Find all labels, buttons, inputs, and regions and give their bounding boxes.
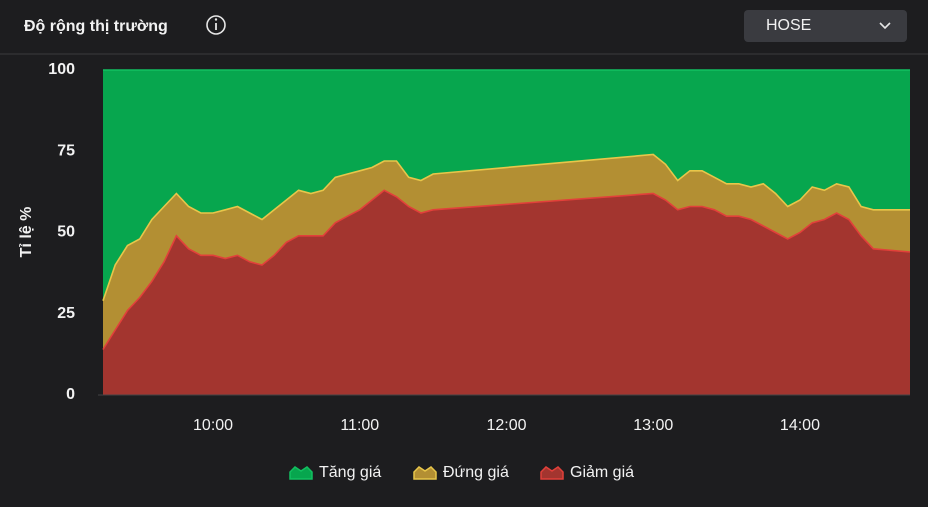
area: [103, 154, 910, 350]
x-tick-label: 11:00: [340, 417, 379, 434]
area: [103, 190, 910, 395]
y-tick-label: 75: [57, 142, 75, 159]
x-tick-label: 14:00: [780, 417, 820, 434]
area: [103, 70, 910, 301]
legend-label: Giảm giá: [570, 464, 634, 481]
legend-icon: [540, 466, 564, 480]
y-tick-label: 100: [48, 61, 75, 78]
y-tick-label: 0: [66, 386, 75, 403]
x-tick-label: 10:00: [193, 417, 233, 434]
area-edge: [102, 153, 910, 302]
area-edge: [102, 189, 911, 350]
y-tick-label: 50: [57, 224, 75, 241]
legend-icon: [413, 466, 437, 480]
info-icon[interactable]: [206, 15, 226, 35]
dropdown-value: HOSE: [766, 17, 811, 34]
x-tick-label: 13:00: [633, 417, 673, 434]
exchange-dropdown[interactable]: HOSE: [744, 10, 907, 42]
legend-label: Đứng giá: [443, 464, 509, 481]
legend-label: Tăng giá: [319, 464, 381, 481]
widget-title: Độ rộng thị trường: [24, 18, 168, 35]
legend-icon: [289, 466, 313, 480]
y-tick-label: 25: [57, 305, 75, 322]
x-tick-label: 12:00: [486, 417, 526, 434]
y-axis-label: Tỉ lệ %: [18, 207, 35, 258]
